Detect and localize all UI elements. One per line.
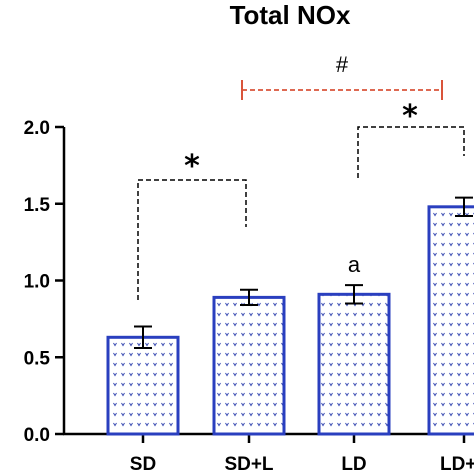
bar-ld bbox=[317, 292, 391, 436]
bars-group bbox=[106, 196, 474, 436]
y-tick-label: 0.0 bbox=[24, 425, 50, 446]
annotations-group: * * # a bbox=[137, 52, 465, 300]
comparison-bracket-sd bbox=[137, 179, 247, 300]
x-tick-label: SD+L bbox=[224, 454, 273, 474]
y-tick-label: 0.5 bbox=[24, 348, 51, 369]
y-tick-label: 1.5 bbox=[24, 195, 51, 216]
bar-sd-plus-l bbox=[212, 295, 286, 436]
significance-star: * bbox=[402, 99, 418, 134]
y-tick-label: 2.0 bbox=[24, 118, 50, 139]
significance-star: * bbox=[184, 149, 200, 184]
hash-symbol: # bbox=[336, 52, 349, 77]
letter-annotation: a bbox=[348, 252, 361, 277]
bar-sd bbox=[106, 335, 180, 436]
x-tick-label: SD bbox=[130, 454, 156, 474]
x-tick-label: LD+L bbox=[440, 454, 474, 474]
x-tick-label: LD bbox=[341, 454, 366, 474]
chart-title: Total NOx bbox=[230, 0, 351, 30]
bar-ld-plus-l bbox=[427, 205, 474, 436]
y-tick-label: 1.0 bbox=[24, 272, 50, 293]
comparison-bracket-ld bbox=[357, 126, 465, 178]
